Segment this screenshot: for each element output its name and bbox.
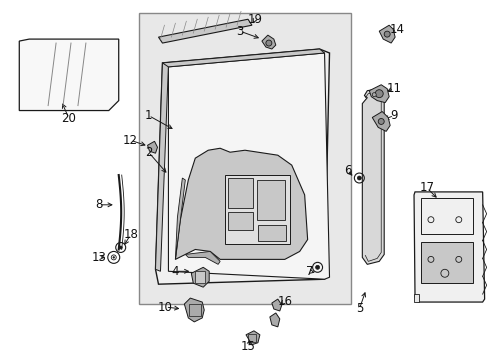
Text: 2: 2 — [144, 146, 152, 159]
Text: 16: 16 — [277, 294, 292, 307]
Polygon shape — [271, 299, 281, 311]
Text: 8: 8 — [95, 198, 102, 211]
Polygon shape — [245, 331, 260, 345]
Polygon shape — [262, 35, 275, 49]
Polygon shape — [162, 49, 324, 67]
Bar — [224, 175, 289, 244]
Text: 13: 13 — [91, 251, 106, 264]
Polygon shape — [155, 49, 329, 284]
Polygon shape — [168, 53, 329, 279]
Text: 7: 7 — [305, 265, 313, 278]
Text: 12: 12 — [123, 134, 138, 147]
Polygon shape — [379, 25, 394, 43]
Bar — [227, 178, 252, 208]
Text: 9: 9 — [389, 109, 397, 122]
Bar — [420, 242, 472, 283]
Polygon shape — [362, 89, 384, 264]
Circle shape — [377, 118, 384, 125]
Polygon shape — [413, 294, 418, 302]
Polygon shape — [191, 267, 209, 287]
Polygon shape — [175, 178, 185, 260]
Circle shape — [384, 31, 389, 37]
Text: 11: 11 — [386, 82, 401, 95]
Polygon shape — [368, 85, 388, 103]
Bar — [227, 212, 252, 230]
Polygon shape — [185, 251, 220, 264]
Polygon shape — [175, 148, 307, 260]
Circle shape — [374, 90, 383, 98]
Bar — [257, 225, 285, 240]
Bar — [189, 304, 201, 316]
Bar — [247, 334, 255, 342]
Circle shape — [357, 176, 361, 180]
Polygon shape — [19, 39, 119, 111]
Circle shape — [113, 257, 114, 258]
Polygon shape — [138, 13, 351, 304]
Text: 19: 19 — [247, 13, 262, 26]
Polygon shape — [147, 141, 157, 153]
Text: 6: 6 — [343, 163, 350, 176]
Text: 18: 18 — [123, 228, 138, 241]
Bar — [195, 271, 205, 283]
Polygon shape — [155, 63, 168, 271]
Polygon shape — [184, 298, 204, 322]
Circle shape — [371, 93, 375, 96]
Bar — [420, 198, 472, 234]
Polygon shape — [371, 112, 389, 131]
Circle shape — [265, 40, 271, 46]
Circle shape — [119, 246, 122, 249]
Text: 1: 1 — [144, 109, 152, 122]
Text: 17: 17 — [419, 181, 433, 194]
Text: 14: 14 — [389, 23, 404, 36]
Text: 10: 10 — [158, 301, 173, 314]
Text: 3: 3 — [236, 24, 243, 38]
Bar — [256, 180, 284, 220]
Text: 15: 15 — [240, 340, 255, 353]
Polygon shape — [269, 313, 279, 327]
Polygon shape — [413, 192, 484, 302]
Circle shape — [315, 265, 319, 269]
Text: 4: 4 — [171, 265, 179, 278]
Text: 20: 20 — [61, 112, 76, 125]
Text: 5: 5 — [355, 302, 362, 315]
Polygon shape — [158, 19, 251, 43]
